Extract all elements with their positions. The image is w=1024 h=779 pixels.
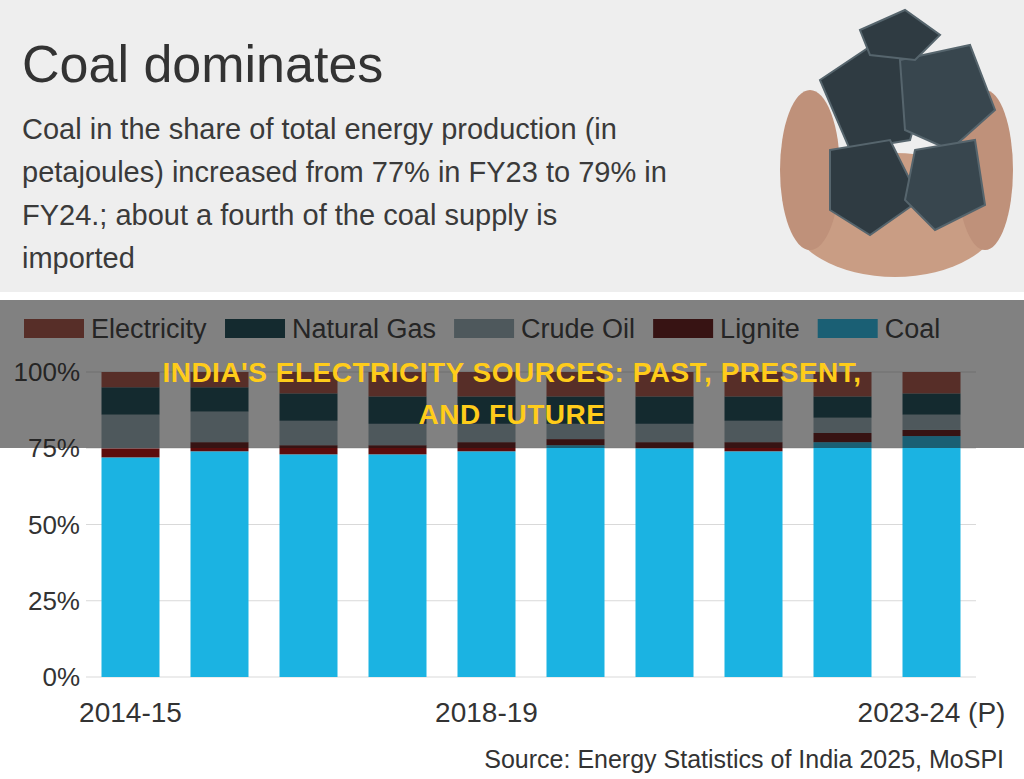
source-note: Source: Energy Statistics of India 2025,…: [484, 745, 1004, 773]
x-tick-labels: 2014-15 2018-19 2023-24 (P): [79, 697, 1005, 728]
bar-segment: [458, 451, 516, 677]
coal-lump: [860, 10, 940, 60]
coal-photo: [780, 10, 1013, 277]
bar-segment: [903, 436, 961, 677]
x-tick-label: 2018-19: [435, 697, 538, 728]
bar-segment: [725, 451, 783, 677]
y-tick-label: 50%: [28, 510, 80, 540]
bar-segment: [191, 451, 249, 677]
bar-segment: [636, 448, 694, 677]
bar-segment: [814, 442, 872, 677]
bar-segment: [280, 454, 338, 677]
subtitle: Coal in the share of total energy produc…: [22, 108, 672, 280]
bar-segment: [369, 454, 427, 677]
y-tick-label: 0%: [42, 662, 80, 692]
bar-segment: [102, 448, 160, 457]
coal-lump: [905, 140, 985, 230]
title: Coal dominates: [22, 35, 383, 93]
header-background: [0, 0, 1024, 292]
bar-segment: [102, 457, 160, 677]
x-tick-label: 2023-24 (P): [858, 697, 1006, 728]
bar-segment: [547, 445, 605, 677]
x-tick-label: 2014-15: [79, 697, 182, 728]
stage: Coal dominates0%25%50%75%100%2014-152018…: [0, 0, 1024, 779]
y-tick-label: 25%: [28, 586, 80, 616]
banner-title: INDIA'S ELECTRICITY SOURCES: PAST, PRESE…: [142, 352, 882, 436]
